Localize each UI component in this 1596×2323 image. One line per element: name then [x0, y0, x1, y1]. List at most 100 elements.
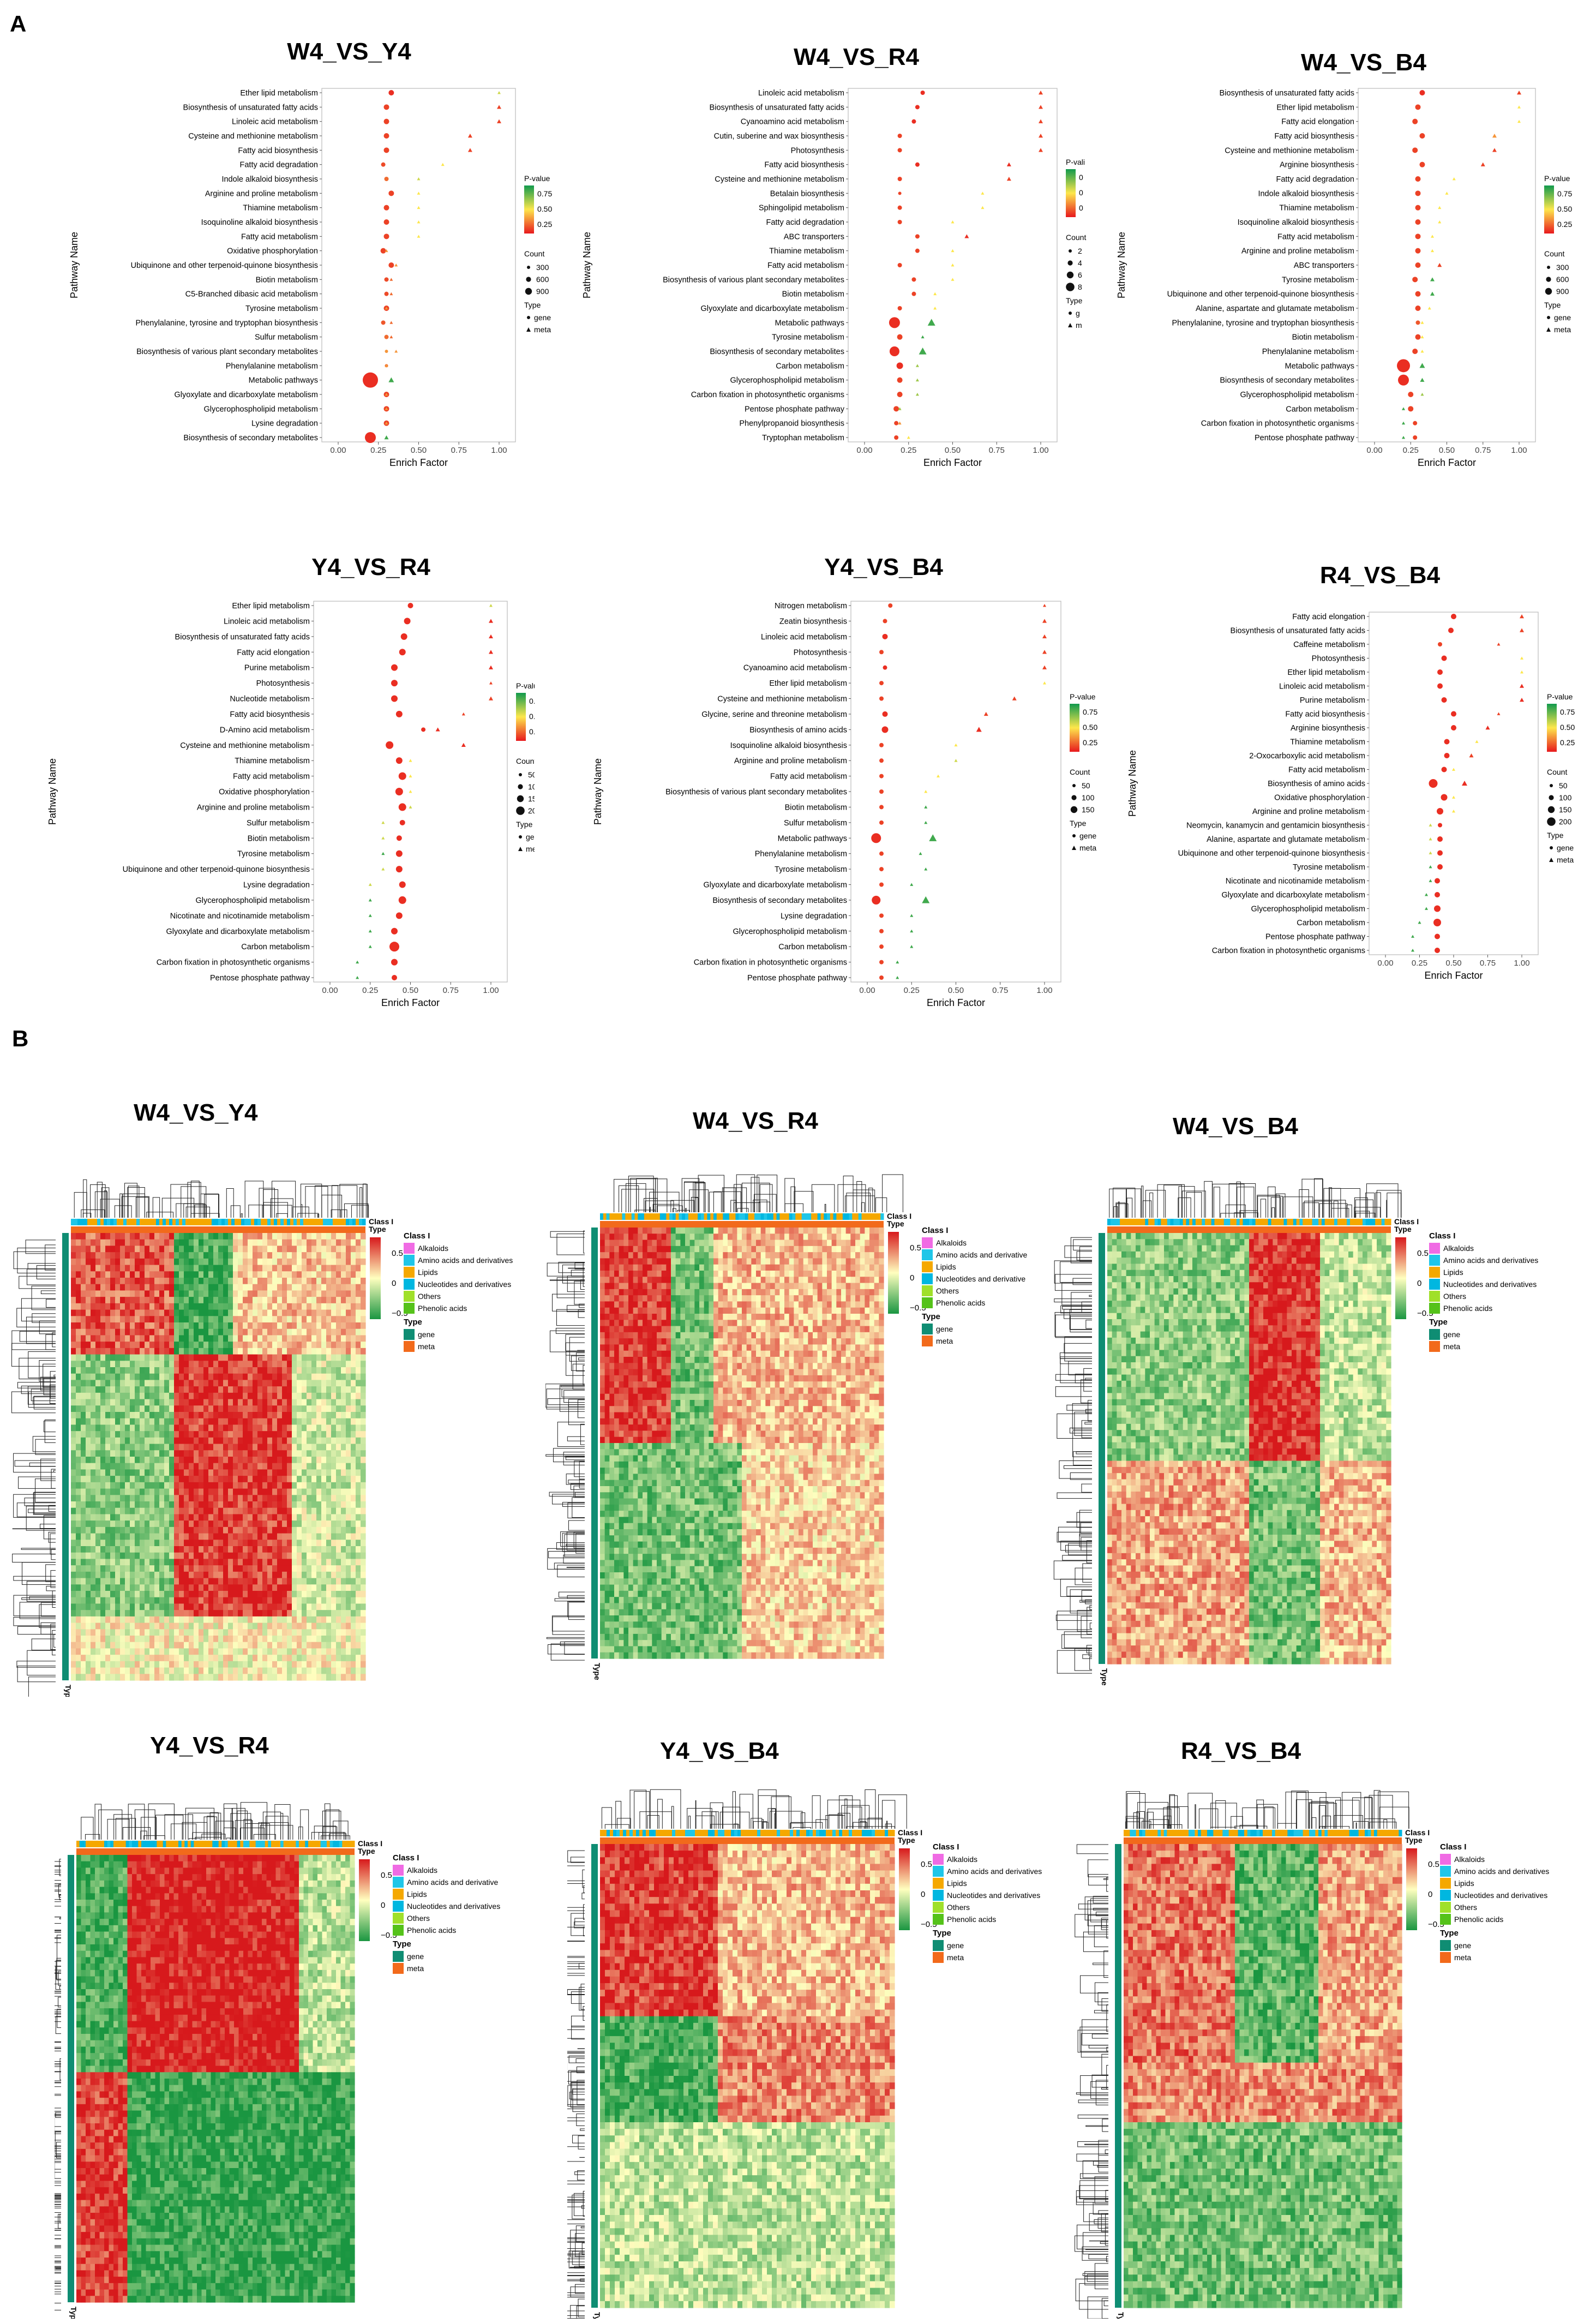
heatmap-cell: [311, 1642, 317, 1649]
heatmap-cell: [189, 1457, 194, 1464]
heatmap-cell: [125, 1457, 130, 1464]
heatmap-cell: [316, 1412, 322, 1419]
heatmap-cell: [140, 1597, 145, 1604]
heatmap-cell: [169, 1450, 175, 1457]
heatmap-cell: [120, 1482, 125, 1489]
heatmap-cell: [159, 1328, 165, 1336]
heatmap-cell: [287, 1655, 292, 1662]
heatmap-cell: [105, 1361, 111, 1368]
heatmap-cell: [105, 1571, 111, 1579]
heatmap-cell: [341, 1233, 346, 1240]
meta-point: [924, 790, 928, 793]
heatmap-cell: [149, 1636, 155, 1643]
heatmap-cell: [154, 1412, 160, 1419]
heatmap-cell: [297, 1622, 302, 1630]
heatmap-cell: [326, 1335, 332, 1342]
heatmap-cell: [356, 1661, 361, 1668]
legend-pvalue-title: P-value: [1544, 174, 1570, 183]
heatmap-cell: [203, 1629, 209, 1636]
heatmap-cell: [243, 1328, 248, 1336]
heatmap-cell: [115, 1546, 121, 1553]
heatmap-cell: [218, 1616, 224, 1624]
heatmap-cell: [86, 1348, 91, 1355]
heatmap-cell: [95, 1392, 101, 1400]
heatmap-cell: [145, 1636, 150, 1643]
heatmap-cell: [203, 1335, 209, 1342]
heatmap-cell: [95, 1648, 101, 1655]
heatmap-cell: [120, 1297, 125, 1304]
heatmap-cell: [282, 1278, 287, 1285]
heatmap-cell: [189, 1252, 194, 1259]
heatmap-cell: [208, 1316, 214, 1323]
heatmap-cell: [361, 1584, 366, 1591]
heatmap-cell: [145, 1629, 150, 1636]
heatmap-cell: [243, 1457, 248, 1464]
heatmap-cell: [140, 1412, 145, 1419]
heatmap-cell: [238, 1552, 243, 1560]
heatmap-cell: [316, 1380, 322, 1387]
heatmap-cell: [174, 1622, 179, 1630]
heatmap-cell: [194, 1648, 199, 1655]
gene-point: [883, 665, 887, 670]
heatmap-cell: [95, 1559, 101, 1566]
meta-point: [1042, 634, 1047, 639]
heatmap-cell: [351, 1424, 356, 1432]
gene-point: [1415, 190, 1421, 196]
heatmap-cell: [248, 1437, 253, 1445]
heatmap-cell: [292, 1278, 297, 1285]
pathway-label: Lysine degradation: [781, 912, 847, 920]
heatmap-cell: [218, 1437, 224, 1445]
heatmap-cell: [282, 1271, 287, 1278]
heatmap-cell: [105, 1328, 111, 1336]
heatmap-cell: [159, 1597, 165, 1604]
heatmap-cell: [169, 1578, 175, 1585]
heatmap-cell: [272, 1424, 278, 1432]
heatmap-cell: [105, 1322, 111, 1330]
heatmap-cell: [233, 1265, 238, 1272]
heatmap-cell: [100, 1463, 106, 1470]
heatmap-cell: [154, 1540, 160, 1547]
heatmap-cell: [213, 1584, 219, 1591]
heatmap-cell: [257, 1597, 263, 1604]
pathway-label: Tryptophan metabolism: [762, 434, 844, 442]
pathway-label: Sulfur metabolism: [784, 819, 847, 828]
heatmap-cell: [341, 1290, 346, 1297]
heatmap-cell: [321, 1482, 327, 1489]
heatmap-cell: [282, 1603, 287, 1610]
class-annotation-cell: [221, 1219, 225, 1225]
heatmap-cell: [130, 1405, 135, 1412]
type-gene-label: gene: [1079, 831, 1096, 840]
heatmap-cell: [282, 1559, 287, 1566]
heatmap-cell: [302, 1380, 307, 1387]
heatmap-cell: [321, 1367, 327, 1374]
heatmap-cell: [287, 1348, 292, 1355]
heatmap-cell: [218, 1457, 224, 1464]
pathway-label: Purine metabolism: [244, 664, 310, 673]
heatmap-cell: [115, 1284, 121, 1291]
heatmap-cell: [208, 1246, 214, 1253]
heatmap-cell: [115, 1278, 121, 1285]
heatmap-cell: [194, 1424, 199, 1432]
heatmap-cell: [277, 1424, 283, 1432]
class-annotation-cell: [156, 1219, 160, 1225]
heatmap-cell: [149, 1373, 155, 1381]
heatmap-cell: [100, 1655, 106, 1662]
pathway-label: Arginine and proline metabolism: [734, 757, 847, 765]
heatmap-cell: [321, 1520, 327, 1528]
heatmap-cell: [233, 1546, 238, 1553]
heatmap-cell: [361, 1322, 366, 1330]
heatmap-cell: [199, 1655, 204, 1662]
class-annotation-cell: [149, 1219, 153, 1225]
heatmap-cell: [267, 1405, 273, 1412]
heatmap-cell: [154, 1655, 160, 1662]
heatmap-cell: [321, 1636, 327, 1643]
heatmap-cell: [179, 1290, 184, 1297]
heatmap-cell: [253, 1520, 258, 1528]
heatmap-cell: [71, 1246, 76, 1253]
heatmap-cell: [194, 1571, 199, 1579]
count-size-key: [1545, 288, 1552, 295]
heatmap-cell: [228, 1616, 233, 1624]
heatmap-cell: [199, 1591, 204, 1598]
heatmap-cell: [351, 1322, 356, 1330]
heatmap-cell: [253, 1444, 258, 1451]
